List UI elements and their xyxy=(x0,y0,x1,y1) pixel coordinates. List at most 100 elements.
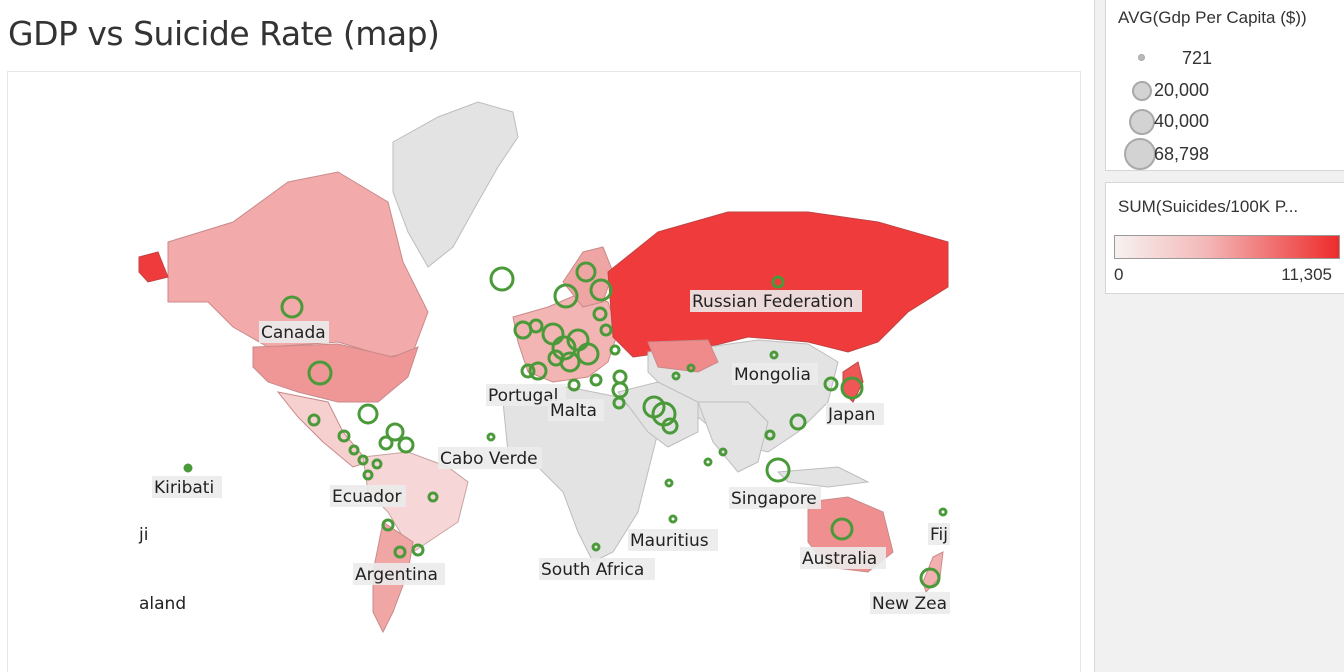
marker-norway[interactable] xyxy=(553,283,579,309)
marker-thailand[interactable] xyxy=(764,429,776,441)
marker-carib-3[interactable] xyxy=(378,435,394,451)
marker-portugal[interactable] xyxy=(520,363,536,379)
gdp-markers[interactable] xyxy=(183,261,948,589)
size-dot-icon xyxy=(1129,109,1155,135)
size-legend-label: 40,000 xyxy=(1154,111,1210,131)
region-mexico[interactable] xyxy=(276,391,369,468)
marker-australia[interactable] xyxy=(830,517,854,541)
marker-south-africa[interactable] xyxy=(591,542,601,552)
marker-greece[interactable] xyxy=(589,373,603,387)
marker-mauritius[interactable] xyxy=(668,514,678,524)
marker-israel[interactable] xyxy=(612,396,626,410)
label-argentina: Argentina xyxy=(355,565,438,585)
marker-usa[interactable] xyxy=(307,360,333,386)
color-legend-min: 0 xyxy=(1114,265,1124,284)
label-australia: Australia xyxy=(802,549,877,569)
marker-uruguay[interactable] xyxy=(411,543,425,557)
marker-fiji[interactable] xyxy=(938,507,948,517)
size-legend-label: 20,000 xyxy=(1154,80,1210,100)
marker-korea[interactable] xyxy=(823,376,839,392)
marker-canada[interactable] xyxy=(280,295,304,319)
marker-eu-7[interactable] xyxy=(592,306,608,322)
marker-ireland[interactable] xyxy=(528,318,544,334)
color-legend-max: 11,305 xyxy=(1281,265,1332,284)
region-new-zealand[interactable] xyxy=(922,551,944,593)
label-singapore: Singapore xyxy=(731,489,817,509)
size-legend-item: 68,798 xyxy=(1106,138,1344,170)
marker-ca-1[interactable] xyxy=(337,429,351,443)
marker-malta[interactable] xyxy=(567,378,581,392)
size-legend: AVG(Gdp Per Capita ($)) 721 20,000 40,00… xyxy=(1105,0,1344,171)
marker-iceland[interactable] xyxy=(489,266,515,292)
marker-chile[interactable] xyxy=(381,518,395,532)
marker-eu-8[interactable] xyxy=(599,323,613,337)
marker-eu-6[interactable] xyxy=(547,349,565,367)
marker-japan[interactable] xyxy=(840,376,864,400)
size-legend-label: 68,798 xyxy=(1154,144,1210,164)
region-alaska[interactable] xyxy=(138,251,169,283)
marker-sweden[interactable] xyxy=(575,261,597,283)
marker-ecuador[interactable] xyxy=(362,469,374,481)
marker-colombia[interactable] xyxy=(371,458,383,470)
marker-maldives[interactable] xyxy=(718,447,728,457)
label-mauritius: Mauritius xyxy=(630,531,709,551)
label-canada: Canada xyxy=(261,323,326,343)
marker-mongolia[interactable] xyxy=(769,350,779,360)
color-gradient-bar xyxy=(1114,235,1340,259)
label-south-africa: South Africa xyxy=(541,560,644,580)
marker-seychelles[interactable] xyxy=(664,478,674,488)
marker-mexico[interactable] xyxy=(307,413,321,427)
label-russia: Russian Federation xyxy=(692,292,853,312)
region-russia[interactable] xyxy=(607,211,949,358)
label-fiji-left: ji xyxy=(138,525,148,545)
marker-kiribati[interactable] xyxy=(183,463,193,473)
label-mongolia: Mongolia xyxy=(734,365,811,385)
marker-new-zealand[interactable] xyxy=(919,567,941,589)
label-cabo-verde: Cabo Verde xyxy=(440,449,538,469)
world-map[interactable]: Canada Russian Federation Mongolia Japan… xyxy=(8,72,1080,672)
marker-carib-2[interactable] xyxy=(397,436,415,454)
marker-gulf-3[interactable] xyxy=(661,417,679,435)
size-legend-title: AVG(Gdp Per Capita ($)) xyxy=(1118,8,1307,27)
region-middle-east[interactable] xyxy=(617,381,699,448)
size-dot-icon xyxy=(1138,54,1145,61)
marker-turkey[interactable] xyxy=(612,369,628,385)
marker-cabo-verde[interactable] xyxy=(486,432,496,442)
marker-uzbek[interactable] xyxy=(686,363,696,373)
label-japan: Japan xyxy=(827,405,875,425)
marker-spain[interactable] xyxy=(528,361,548,381)
marker-eu-4[interactable] xyxy=(576,342,600,366)
marker-russia[interactable] xyxy=(771,275,785,289)
marker-kazakh[interactable] xyxy=(671,371,681,381)
marker-finland[interactable] xyxy=(589,278,613,302)
color-legend: SUM(Suicides/100K P... 0 11,305 xyxy=(1105,182,1344,294)
marker-singapore[interactable] xyxy=(765,457,791,483)
marker-cuba[interactable] xyxy=(357,403,379,425)
label-kiribati: Kiribati xyxy=(154,478,214,498)
marker-eu-9[interactable] xyxy=(609,344,621,356)
region-south-asia[interactable] xyxy=(697,401,769,473)
marker-ca-2[interactable] xyxy=(348,444,360,456)
size-legend-item: 721 xyxy=(1106,44,1344,74)
marker-sri-lanka[interactable] xyxy=(703,457,713,467)
label-ecuador: Ecuador xyxy=(332,487,401,507)
region-kazakhstan[interactable] xyxy=(647,339,719,373)
marker-philippines[interactable] xyxy=(789,413,807,431)
label-nz-left: aland xyxy=(139,594,186,614)
marker-ca-3[interactable] xyxy=(357,454,369,466)
marker-carib-1[interactable] xyxy=(385,422,405,442)
map-panel[interactable]: Canada Russian Federation Mongolia Japan… xyxy=(7,71,1081,672)
label-malta: Malta xyxy=(550,401,597,421)
region-greenland[interactable] xyxy=(392,101,519,268)
region-usa[interactable] xyxy=(252,343,419,403)
label-fiji-right: Fij xyxy=(930,525,948,545)
size-legend-label: 721 xyxy=(1182,48,1213,68)
size-dot-icon xyxy=(1124,138,1156,170)
region-indonesia[interactable] xyxy=(776,466,870,488)
marker-argentina[interactable] xyxy=(393,545,407,559)
country-labels: Canada Russian Federation Mongolia Japan… xyxy=(138,290,950,614)
size-legend-item: 20,000 xyxy=(1106,76,1344,106)
size-dot-icon xyxy=(1132,81,1152,101)
marker-brazil[interactable] xyxy=(427,491,439,503)
